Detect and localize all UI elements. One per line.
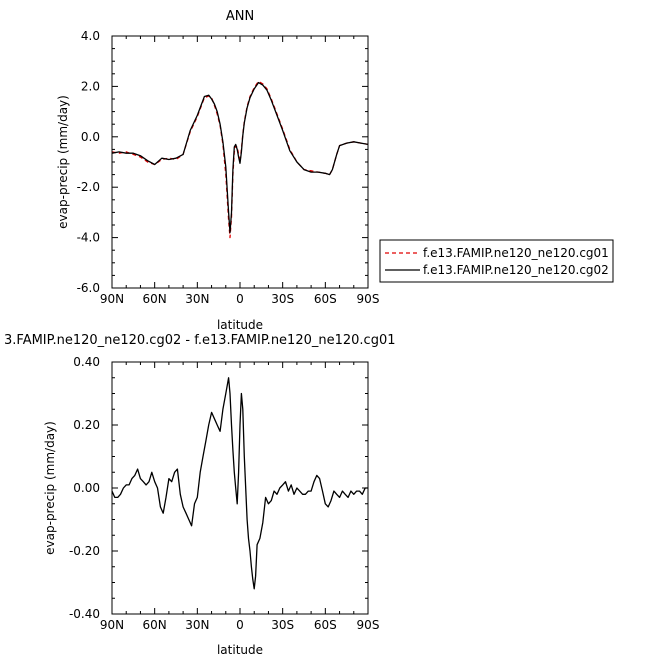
top-y-tick-label: 2.0	[81, 79, 100, 93]
bottom-y-tick-label: -0.40	[69, 607, 100, 621]
legend-label-cg02: f.e13.FAMIP.ne120_ne120.cg02	[423, 263, 609, 277]
bottom-panel: 3.FAMIP.ne120_ne120.cg02 - f.e13.FAMIP.n…	[4, 333, 396, 657]
legend-label-cg01: f.e13.FAMIP.ne120_ne120.cg01	[423, 246, 609, 260]
bottom-series-line-0	[111, 377, 368, 590]
top-y-tick-label: -2.0	[77, 180, 100, 194]
bottom-plot-frame	[111, 361, 369, 615]
top-x-axis-label: latitude	[217, 318, 263, 332]
legend: f.e13.FAMIP.ne120_ne120.cg01 f.e13.FAMIP…	[379, 239, 614, 283]
bottom-chart-title: 3.FAMIP.ne120_ne120.cg02 - f.e13.FAMIP.n…	[4, 333, 396, 348]
top-x-tick-label: 60N	[143, 292, 167, 306]
top-y-tick-label: 4.0	[81, 29, 100, 43]
bottom-y-tick-label: 0.40	[73, 355, 100, 369]
bottom-x-tick-label: 90S	[357, 618, 380, 632]
bottom-x-axis-label: latitude	[217, 643, 263, 657]
bottom-y-axis-label: evap-precip (mm/day)	[43, 421, 57, 555]
top-panel: ANN evap-precip (mm/day) latitude 4.0 2.0…	[56, 9, 379, 332]
top-x-tick-label: 30S	[271, 292, 294, 306]
top-y-tick-label: -6.0	[77, 281, 100, 295]
top-series-line-1	[111, 81, 369, 234]
bottom-x-tick-label: 30S	[271, 618, 294, 632]
bottom-x-tick-label: 60S	[314, 618, 337, 632]
bottom-x-tick-label: 60N	[143, 618, 167, 632]
top-y-tick-label: -4.0	[77, 231, 100, 245]
top-x-tick-label: 30N	[185, 292, 209, 306]
top-x-tick-label: 90S	[357, 292, 380, 306]
legend-box	[379, 239, 614, 283]
bottom-x-tick-label: 90N	[100, 618, 124, 632]
bottom-x-tick-label: 30N	[185, 618, 209, 632]
bottom-y-tick-label: 0.20	[73, 418, 100, 432]
top-x-tick-label: 90N	[100, 292, 124, 306]
top-x-tick-label: 0	[236, 292, 244, 306]
bottom-y-tick-label: 0.00	[73, 481, 100, 495]
top-y-axis-label: evap-precip (mm/day)	[56, 95, 70, 229]
top-chart-title: ANN	[226, 9, 254, 24]
bottom-x-tick-label: 0	[236, 618, 244, 632]
top-y-tick-label: 0.0	[81, 130, 100, 144]
bottom-y-tick-label: -0.20	[69, 544, 100, 558]
top-x-tick-label: 60S	[314, 292, 337, 306]
